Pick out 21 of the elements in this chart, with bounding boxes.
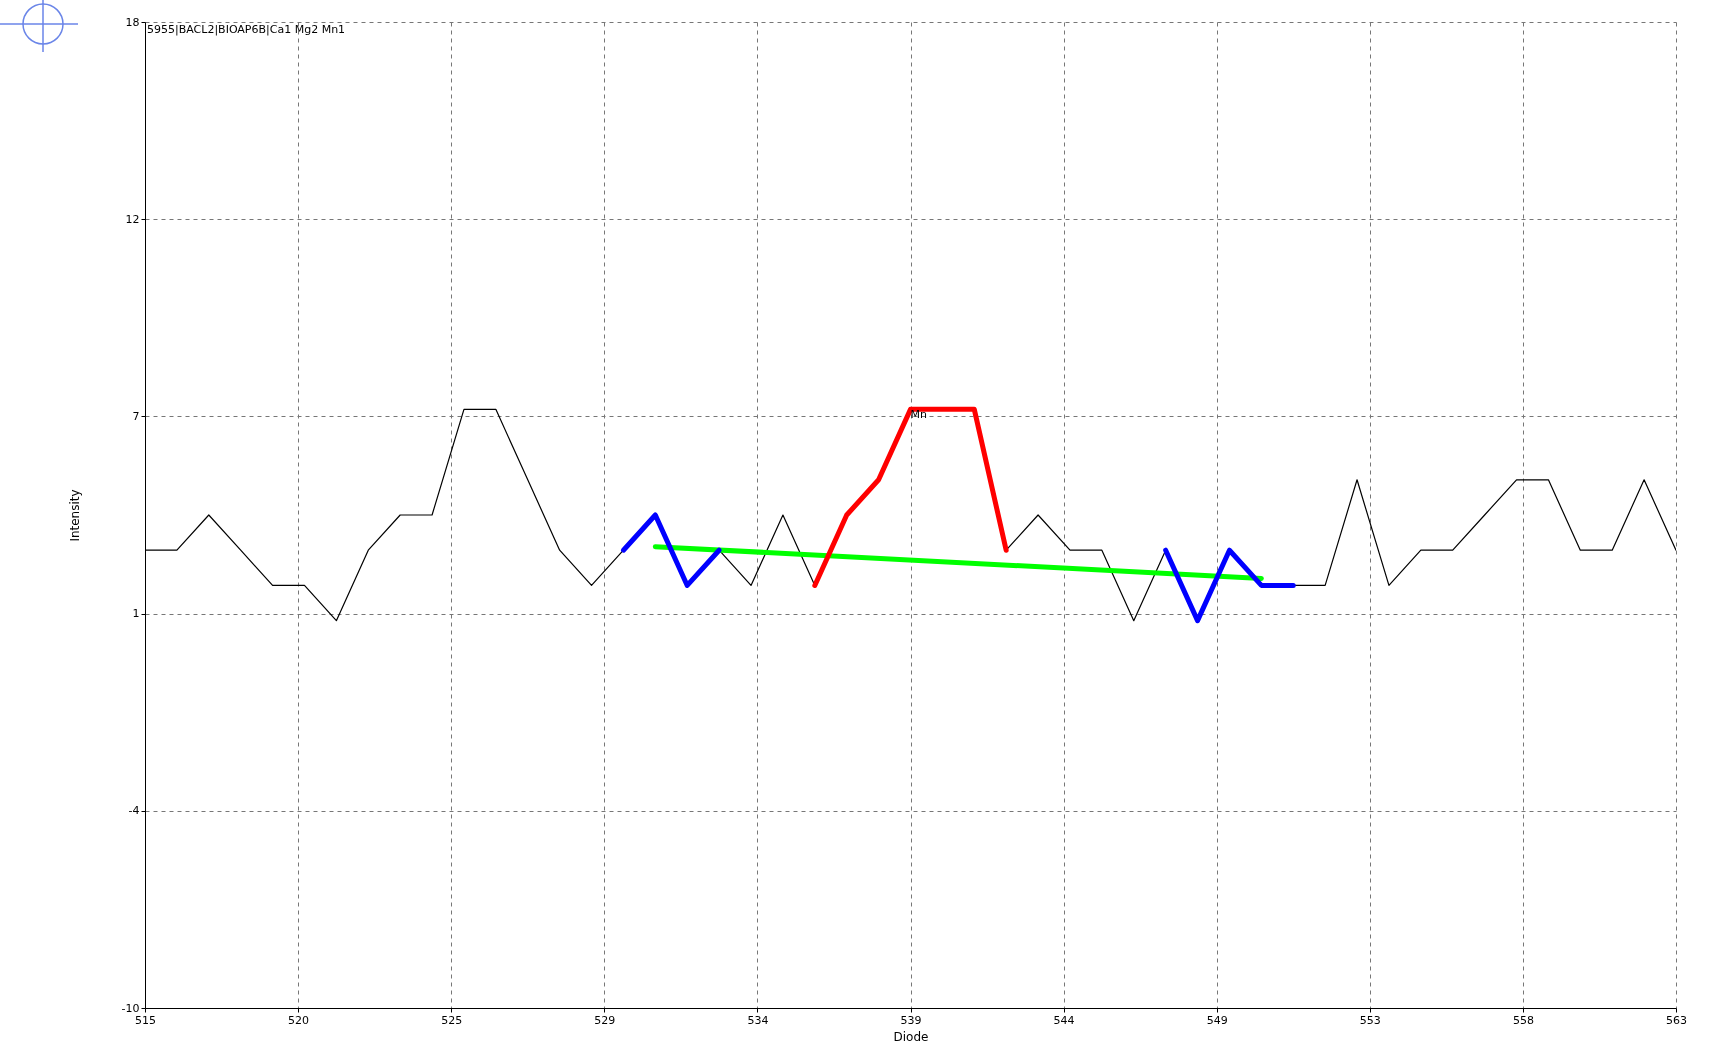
x-tick-label: 563 bbox=[1666, 1013, 1687, 1027]
x-tick-label: 529 bbox=[594, 1013, 616, 1027]
y-tick-label: 1 bbox=[132, 607, 140, 621]
y-tick-label: 7 bbox=[132, 409, 140, 423]
x-tick-label: 544 bbox=[1053, 1013, 1075, 1027]
x-tick-label: 534 bbox=[747, 1013, 769, 1027]
x-tick-label: 520 bbox=[288, 1013, 310, 1027]
y-tick-label: -10 bbox=[121, 1001, 140, 1015]
x-tick-label: 539 bbox=[900, 1013, 922, 1027]
y-tick-label: 18 bbox=[125, 15, 140, 29]
x-tick-label: 549 bbox=[1206, 1013, 1228, 1027]
x-tick-label: 558 bbox=[1512, 1013, 1534, 1027]
annotation: Mn bbox=[910, 408, 927, 422]
x-tick-label: 553 bbox=[1359, 1013, 1381, 1027]
x-tick-label: 525 bbox=[441, 1013, 463, 1027]
y-tick-label: 12 bbox=[125, 212, 140, 226]
chart-title: 5955|BACL2|BIOAP6B|Ca1 Mg2 Mn1 bbox=[147, 23, 346, 36]
x-axis-title: Diode bbox=[893, 1029, 929, 1044]
y-axis-title: Intensity bbox=[67, 489, 82, 542]
x-tick-label: 515 bbox=[135, 1013, 156, 1027]
y-tick-label: -4 bbox=[128, 804, 140, 818]
